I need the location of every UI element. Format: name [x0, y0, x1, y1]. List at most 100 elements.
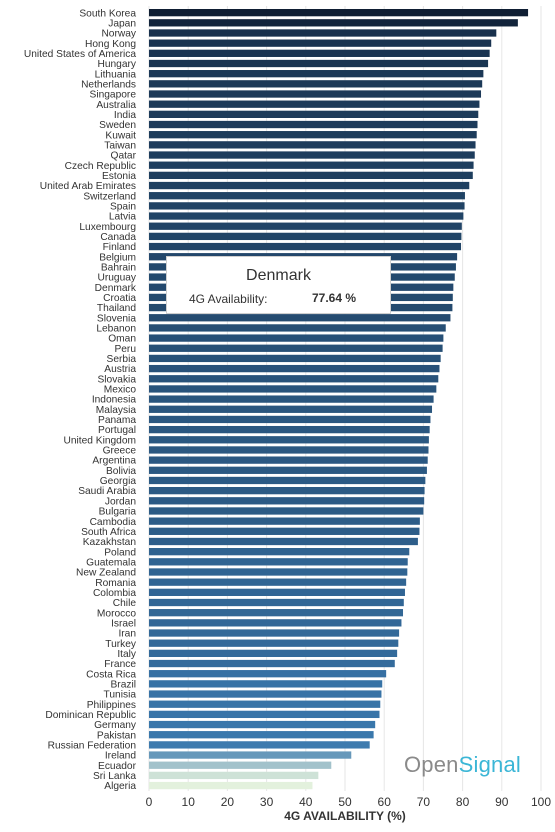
- bar[interactable]: [149, 181, 470, 190]
- bar[interactable]: [149, 548, 410, 556]
- bar[interactable]: [149, 59, 489, 68]
- category-label: Austria: [104, 364, 136, 375]
- bar[interactable]: [149, 110, 479, 118]
- bar[interactable]: [149, 507, 424, 515]
- category-label: Russian Federation: [48, 740, 136, 751]
- bar[interactable]: [149, 578, 407, 586]
- category-label: Uruguay: [97, 273, 136, 284]
- bar[interactable]: [149, 436, 429, 444]
- bar[interactable]: [149, 476, 426, 485]
- category-label: Latvia: [109, 212, 137, 223]
- bar[interactable]: [149, 761, 332, 769]
- bar[interactable]: [149, 497, 425, 505]
- bar[interactable]: [149, 680, 383, 688]
- bar[interactable]: [149, 19, 518, 27]
- category-label: Tunisia: [104, 690, 137, 701]
- bar[interactable]: [149, 690, 382, 698]
- bar[interactable]: [149, 202, 465, 210]
- category-label: Romania: [95, 578, 136, 589]
- bar[interactable]: [149, 731, 374, 739]
- bar[interactable]: [149, 619, 402, 627]
- bar[interactable]: [149, 90, 482, 98]
- category-label: Singapore: [90, 90, 137, 101]
- bar[interactable]: [149, 364, 440, 373]
- category-label: India: [114, 110, 136, 121]
- category-label: Turkey: [105, 639, 137, 650]
- bar[interactable]: [149, 9, 529, 17]
- bar[interactable]: [149, 670, 387, 678]
- tooltip: Denmark 4G Availability: 77.64 %: [166, 256, 391, 314]
- x-tick-label: 80: [456, 795, 470, 809]
- bar[interactable]: [149, 242, 462, 251]
- bar[interactable]: [149, 771, 319, 780]
- category-label: Jordan: [105, 496, 136, 507]
- bar[interactable]: [149, 395, 434, 403]
- logo-text-signal: Signal: [458, 752, 521, 777]
- bar[interactable]: [149, 710, 380, 719]
- category-label: Hong Kong: [85, 39, 136, 50]
- bar[interactable]: [149, 425, 430, 434]
- bar[interactable]: [149, 659, 395, 668]
- bar[interactable]: [149, 609, 404, 617]
- bar[interactable]: [149, 781, 313, 790]
- opensignal-logo: OpenSignal: [404, 752, 521, 778]
- bar[interactable]: [149, 415, 431, 424]
- bar[interactable]: [149, 700, 381, 708]
- bar[interactable]: [149, 741, 370, 749]
- category-label: Mexico: [104, 385, 137, 396]
- bar[interactable]: [149, 629, 400, 637]
- bar[interactable]: [149, 151, 475, 159]
- bar[interactable]: [149, 649, 398, 658]
- bar[interactable]: [149, 212, 464, 220]
- bar[interactable]: [149, 222, 462, 230]
- bar[interactable]: [149, 588, 405, 596]
- bar[interactable]: [149, 537, 418, 546]
- bar[interactable]: [149, 720, 376, 729]
- bar[interactable]: [149, 385, 437, 393]
- bar[interactable]: [149, 334, 444, 342]
- bar[interactable]: [149, 354, 441, 363]
- bar[interactable]: [149, 80, 483, 88]
- bar[interactable]: [149, 456, 428, 464]
- category-label: Kazakhstan: [83, 537, 136, 548]
- bar[interactable]: [149, 39, 492, 47]
- bar[interactable]: [149, 751, 352, 759]
- bar[interactable]: [149, 232, 462, 241]
- category-label: Brazil: [111, 679, 136, 690]
- bar[interactable]: [149, 324, 446, 332]
- category-label: Croatia: [103, 293, 136, 304]
- bar[interactable]: [149, 375, 439, 383]
- bar[interactable]: [149, 405, 433, 413]
- category-label: United Kingdom: [64, 435, 137, 446]
- bar[interactable]: [149, 29, 497, 37]
- category-label: Spain: [110, 201, 136, 212]
- bar[interactable]: [149, 100, 480, 108]
- bar[interactable]: [149, 558, 408, 566]
- bar[interactable]: [149, 192, 465, 200]
- bar[interactable]: [149, 527, 420, 535]
- bar[interactable]: [149, 466, 427, 474]
- bar[interactable]: [149, 486, 425, 495]
- category-label: Saudi Arabia: [78, 486, 136, 497]
- bar[interactable]: [149, 49, 490, 57]
- bar[interactable]: [149, 120, 478, 129]
- bar[interactable]: [149, 517, 420, 525]
- bar[interactable]: [149, 639, 399, 647]
- bar[interactable]: [149, 446, 429, 454]
- category-label: Peru: [114, 344, 136, 355]
- category-label: Bolivia: [106, 466, 136, 477]
- bar[interactable]: [149, 314, 451, 322]
- bar[interactable]: [149, 568, 408, 576]
- x-tick-label: 30: [260, 795, 274, 809]
- bar[interactable]: [149, 161, 474, 169]
- bar[interactable]: [149, 598, 404, 607]
- bar[interactable]: [149, 171, 473, 180]
- x-axis-tick-labels: 0 10 20 30 40 50 60 70 80 90 100: [146, 795, 552, 809]
- x-tick-label: 50: [338, 795, 352, 809]
- x-tick-label: 40: [299, 795, 313, 809]
- bar[interactable]: [149, 70, 484, 78]
- category-label: South Korea: [79, 8, 136, 19]
- bar[interactable]: [149, 141, 476, 149]
- bar[interactable]: [149, 131, 477, 139]
- bar[interactable]: [149, 344, 443, 352]
